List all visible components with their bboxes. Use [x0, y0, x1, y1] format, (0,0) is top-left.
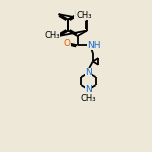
Text: CH₃: CH₃	[44, 31, 60, 40]
Text: N: N	[85, 85, 92, 94]
Text: CH₃: CH₃	[76, 10, 92, 19]
Text: CH₃: CH₃	[81, 94, 96, 103]
Text: O: O	[64, 39, 71, 48]
Text: NH: NH	[88, 41, 101, 50]
Text: N: N	[85, 68, 92, 77]
Text: N: N	[74, 10, 81, 19]
